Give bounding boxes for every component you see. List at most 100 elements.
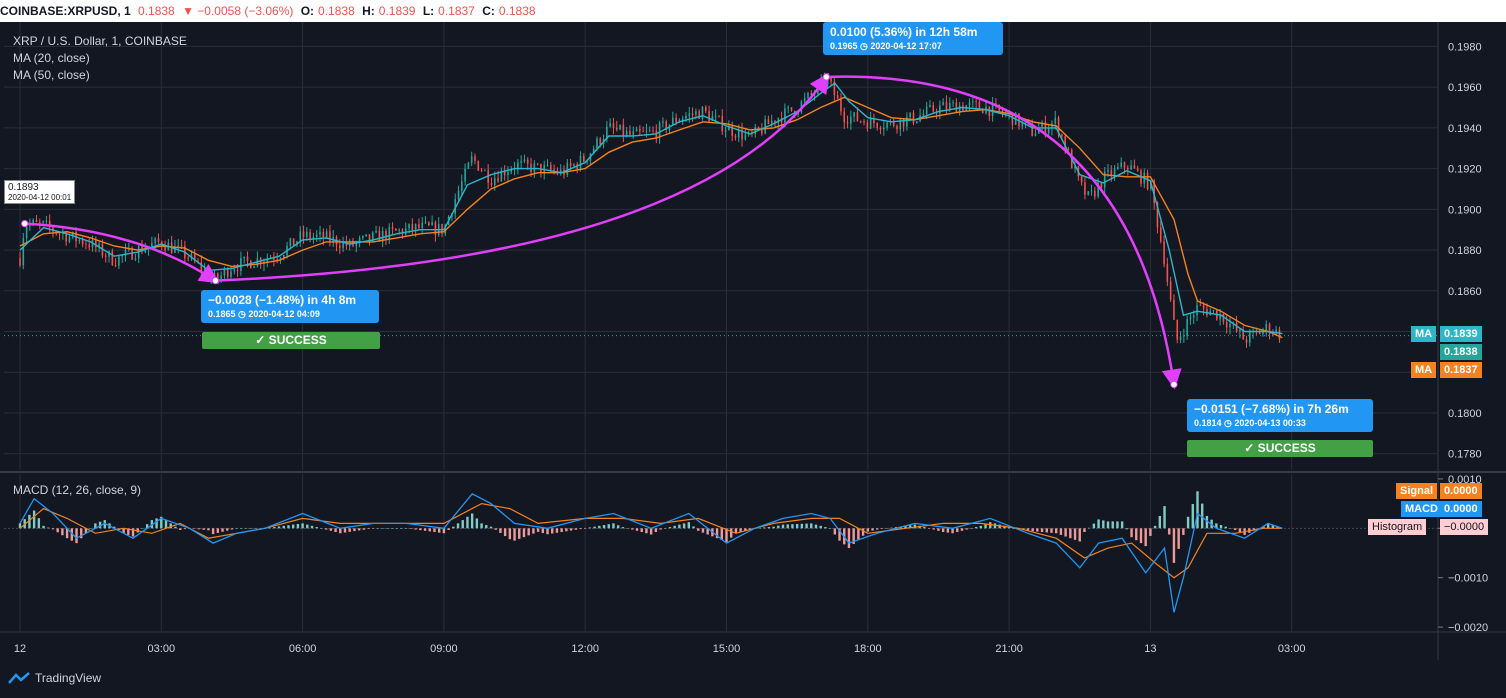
histogram-bar — [513, 528, 516, 541]
histogram-bar — [1120, 521, 1124, 529]
candle-body — [52, 227, 54, 232]
candle-body — [737, 129, 740, 138]
histogram-bar — [437, 528, 441, 533]
measure-annotation-3[interactable]: −0.0151 (−7.68%) in 7h 26m 0.1814 ◷ 2020… — [1187, 399, 1373, 432]
legend-ma50[interactable]: MA (50, close) — [13, 68, 90, 82]
candle-body — [490, 182, 493, 186]
histogram-bar — [1087, 527, 1091, 529]
histogram-bar — [522, 528, 526, 538]
candle-body — [464, 168, 466, 182]
histogram-bar — [367, 528, 370, 530]
high-label: H: — [362, 4, 375, 18]
candle-body — [253, 266, 255, 269]
symbol-name[interactable]: COINBASE:XRPUSD, 1 — [0, 4, 131, 18]
candle-body — [1173, 299, 1175, 320]
histogram-bar — [1031, 528, 1034, 532]
candle-body — [665, 121, 668, 130]
x-tick-label: 03:00 — [148, 643, 176, 655]
ma20-tag: MA — [1411, 326, 1437, 342]
histogram-bar — [65, 528, 69, 539]
candle-body — [609, 123, 611, 127]
candle-body — [35, 220, 38, 222]
candle-body — [193, 254, 196, 261]
histogram-bar — [28, 514, 31, 529]
candle-body — [952, 102, 954, 104]
legend-ma20[interactable]: MA (20, close) — [13, 51, 90, 65]
candle-body — [764, 119, 766, 134]
candle-body — [619, 124, 621, 130]
candle-body — [302, 231, 305, 237]
histogram-bar — [1177, 528, 1180, 549]
histogram-bar — [122, 528, 125, 534]
start-price-value: 0.1893 — [8, 182, 39, 193]
candle-body — [299, 231, 302, 242]
y-tick-label: 0.1780 — [1448, 449, 1482, 461]
candle-body — [362, 236, 364, 238]
x-tick-label: 21:00 — [995, 643, 1023, 655]
open-label: O: — [300, 4, 315, 18]
candle-body — [1120, 162, 1122, 168]
legend-title: XRP / U.S. Dollar, 1, COINBASE — [13, 34, 187, 48]
candle-body — [810, 92, 813, 95]
histogram-bar — [786, 524, 789, 529]
histogram-bar — [306, 524, 309, 529]
candle-body — [708, 111, 710, 121]
candle-body — [480, 170, 483, 172]
histogram-bar — [861, 528, 865, 536]
histogram-bar — [984, 523, 987, 529]
candle-body — [1192, 315, 1195, 318]
candle-body — [701, 106, 704, 119]
histogram-bar — [1111, 521, 1114, 529]
candle-body — [32, 220, 34, 224]
candle-body — [681, 118, 684, 121]
candle-body — [1186, 319, 1188, 336]
histogram-bar — [103, 520, 106, 529]
histogram-bar — [395, 528, 398, 529]
candle-body — [546, 165, 549, 166]
ma50-tag-label: MA — [1415, 364, 1433, 376]
tradingview-logo[interactable]: TradingView — [8, 671, 101, 685]
histogram-bar — [42, 525, 45, 529]
candle-body — [1166, 264, 1169, 282]
histogram-bar — [277, 526, 281, 529]
candle-body — [929, 104, 931, 107]
candle-body — [1156, 202, 1159, 228]
y-tick-label: 0.1980 — [1448, 41, 1482, 53]
histogram-bar — [979, 525, 983, 529]
candle-body — [658, 122, 661, 139]
histogram-bar — [518, 528, 521, 539]
histogram-bar — [974, 527, 978, 529]
candle-body — [761, 129, 763, 134]
histogram-bar — [211, 528, 215, 535]
candle-body — [523, 159, 526, 162]
histogram-bar — [857, 528, 860, 540]
histogram-bar — [268, 527, 271, 529]
candle-body — [124, 249, 127, 256]
candle-body — [151, 243, 153, 247]
candle-body — [1202, 305, 1205, 309]
candle-body — [639, 128, 641, 132]
candle-body — [754, 127, 757, 134]
histogram-bar — [1233, 528, 1237, 530]
candle-body — [1163, 241, 1165, 265]
measure-annotation-1[interactable]: −0.0028 (−1.48%) in 4h 8m 0.1865 ◷ 2020-… — [201, 290, 379, 323]
histogram-bar — [494, 528, 497, 530]
histogram-bar — [828, 528, 832, 529]
histogram-bar — [273, 527, 276, 529]
histogram-bar — [202, 528, 205, 530]
candle-body — [381, 230, 384, 242]
histogram-bar — [414, 528, 417, 530]
price-chart[interactable]: 0.1980 0.1960 0.1940 0.1920 0.1900 0.1880 0.18… — [0, 22, 1506, 660]
histogram-bar — [819, 525, 822, 529]
histogram-bar — [739, 528, 742, 533]
histogram-bar — [1130, 528, 1133, 538]
candle-body — [718, 115, 720, 117]
legend-macd[interactable]: MACD (12, 26, close, 9) — [13, 483, 142, 497]
candle-body — [226, 269, 229, 277]
histogram-bar — [612, 523, 615, 529]
histogram-bar — [626, 528, 629, 529]
histogram-bar — [1229, 528, 1232, 529]
candle-body — [1225, 321, 1228, 328]
histogram-bar — [329, 528, 333, 531]
measure-annotation-2[interactable]: 0.0100 (5.36%) in 12h 58m 0.1965 ◷ 2020-… — [823, 22, 1003, 55]
